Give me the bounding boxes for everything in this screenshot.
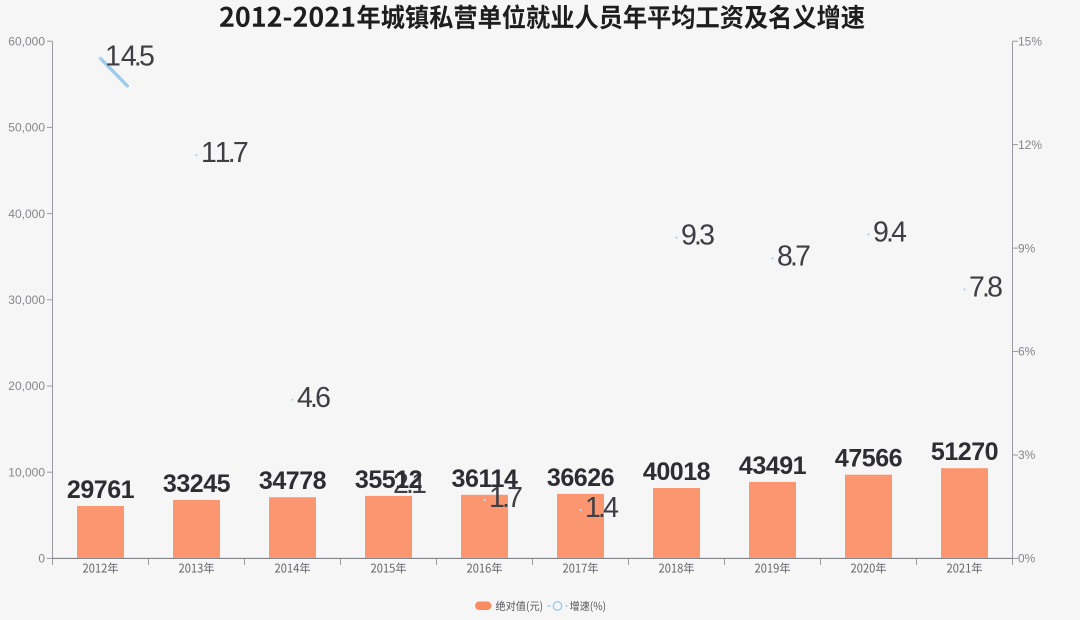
svg-text:0: 0 bbox=[38, 552, 45, 566]
svg-text:10,000: 10,000 bbox=[8, 465, 45, 479]
svg-text:36626: 36626 bbox=[547, 464, 614, 492]
svg-text:47566: 47566 bbox=[835, 445, 902, 473]
svg-text:12%: 12% bbox=[1018, 138, 1042, 152]
svg-text:9.4: 9.4 bbox=[873, 216, 907, 248]
svg-text:50,000: 50,000 bbox=[8, 121, 45, 135]
svg-text:2.1: 2.1 bbox=[393, 468, 427, 500]
svg-text:36114: 36114 bbox=[452, 465, 518, 493]
svg-text:35512: 35512 bbox=[355, 466, 422, 494]
svg-text:14.5: 14.5 bbox=[105, 40, 155, 72]
svg-text:8.7: 8.7 bbox=[777, 240, 811, 272]
svg-text:33245: 33245 bbox=[163, 470, 231, 498]
svg-text:29761: 29761 bbox=[67, 476, 135, 504]
svg-text:9%: 9% bbox=[1018, 241, 1036, 255]
svg-text:1.4: 1.4 bbox=[585, 492, 619, 524]
svg-text:3%: 3% bbox=[1018, 448, 1036, 462]
svg-text:34778: 34778 bbox=[259, 467, 327, 495]
svg-text:20,000: 20,000 bbox=[8, 379, 45, 393]
svg-text:60,000: 60,000 bbox=[8, 34, 45, 48]
svg-text:43491: 43491 bbox=[739, 452, 807, 480]
svg-text:9.3: 9.3 bbox=[681, 220, 715, 252]
svg-text:1.7: 1.7 bbox=[489, 482, 523, 514]
svg-text:0%: 0% bbox=[1018, 552, 1036, 566]
svg-text:40,000: 40,000 bbox=[8, 207, 45, 221]
svg-text:51270: 51270 bbox=[931, 438, 998, 466]
svg-text:6%: 6% bbox=[1018, 345, 1036, 359]
svg-text:40018: 40018 bbox=[643, 458, 711, 486]
svg-text:7.8: 7.8 bbox=[969, 272, 1003, 304]
svg-text:4.6: 4.6 bbox=[297, 382, 331, 414]
svg-text:15%: 15% bbox=[1018, 34, 1042, 48]
svg-text:30,000: 30,000 bbox=[8, 293, 45, 307]
svg-text:11.7: 11.7 bbox=[201, 137, 249, 169]
